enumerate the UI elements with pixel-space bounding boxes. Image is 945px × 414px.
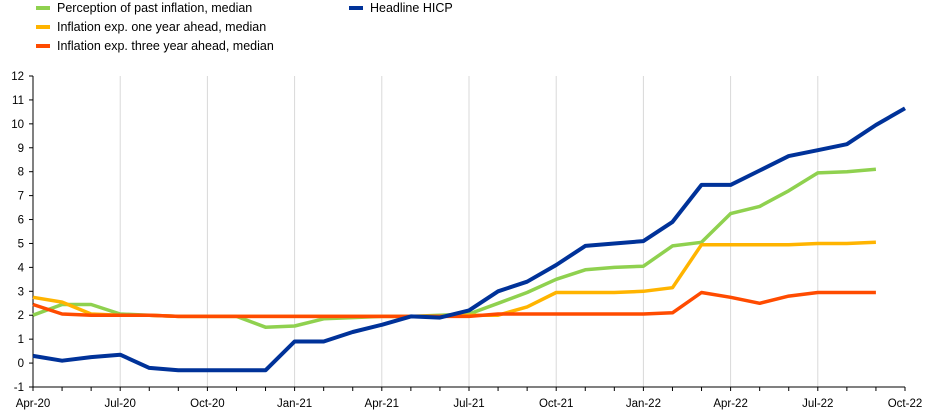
x-tick-label-apr-22: Apr-22 — [713, 398, 748, 410]
series-line-inflation-exp-one-year-ahead-median — [32, 240, 876, 319]
x-tick-label-jan-22: Jan-22 — [626, 398, 661, 410]
legend-swatch-past-inflation — [36, 6, 50, 10]
x-tick-label-jul-22: Jul-22 — [802, 398, 833, 410]
legend-item-three-year-ahead: Inflation exp. three year ahead, median — [36, 39, 274, 53]
legend-label-one-year-ahead: Inflation exp. one year ahead, median — [57, 20, 267, 34]
gridlines — [119, 76, 819, 387]
y-tick-label-9: 9 — [18, 143, 24, 155]
series-line-perception-of-past-inflation-median — [32, 167, 877, 329]
x-tick-label-apr-21: Apr-21 — [365, 398, 400, 410]
y-tick-label-10: 10 — [11, 119, 24, 131]
y-tick-label-0: 0 — [18, 358, 24, 370]
legend: Perception of past inflation, median Inf… — [0, 0, 945, 60]
y-tick-label-4: 4 — [18, 262, 25, 274]
x-axis: Apr-20 Jul-20 Oct-20 Jan-21 Apr-21 Jul-21 Oct-… — [16, 386, 923, 410]
legend-label-headline-hicp: Headline HICP — [370, 1, 453, 15]
x-tick-label-jul-20: Jul-20 — [105, 398, 136, 410]
legend-label-past-inflation: Perception of past inflation, median — [57, 1, 253, 15]
x-tick-label-jul-21: Jul-21 — [453, 398, 484, 410]
x-tick-label-oct-20: Oct-20 — [190, 398, 225, 410]
y-tick-label-1: -1 — [14, 382, 24, 394]
y-tick-label-8: 8 — [18, 167, 24, 179]
x-tick-label-apr-20: Apr-20 — [16, 398, 51, 410]
y-tick-label-11: 11 — [12, 95, 24, 107]
legend-label-three-year-ahead: Inflation exp. three year ahead, median — [57, 39, 274, 53]
y-tick-label-3: 3 — [18, 286, 24, 298]
series-line-headline-hicp — [32, 106, 906, 373]
y-tick-label-5: 5 — [18, 238, 24, 250]
y-tick-label-12: 12 — [11, 71, 24, 83]
y-tick-label-2: 2 — [18, 310, 24, 322]
legend-swatch-headline-hicp — [349, 6, 363, 10]
series-lines — [32, 106, 906, 373]
x-tick-label-oct-22: Oct-22 — [888, 398, 923, 410]
x-tick-label-jan-21: Jan-21 — [277, 398, 312, 410]
legend-swatch-three-year-ahead — [36, 44, 50, 48]
y-tick-label-7: 7 — [18, 191, 24, 203]
legend-item-one-year-ahead: Inflation exp. one year ahead, median — [36, 20, 266, 34]
legend-item-headline-hicp: Headline HICP — [349, 1, 453, 15]
y-tick-label-1: 1 — [18, 334, 24, 346]
legend-item-past-inflation: Perception of past inflation, median — [36, 1, 252, 15]
y-tick-label-6: 6 — [18, 215, 24, 227]
legend-swatch-one-year-ahead — [36, 25, 50, 29]
series-line-inflation-exp-three-year-ahead-median — [32, 290, 876, 319]
x-tick-label-oct-21: Oct-21 — [539, 398, 574, 410]
